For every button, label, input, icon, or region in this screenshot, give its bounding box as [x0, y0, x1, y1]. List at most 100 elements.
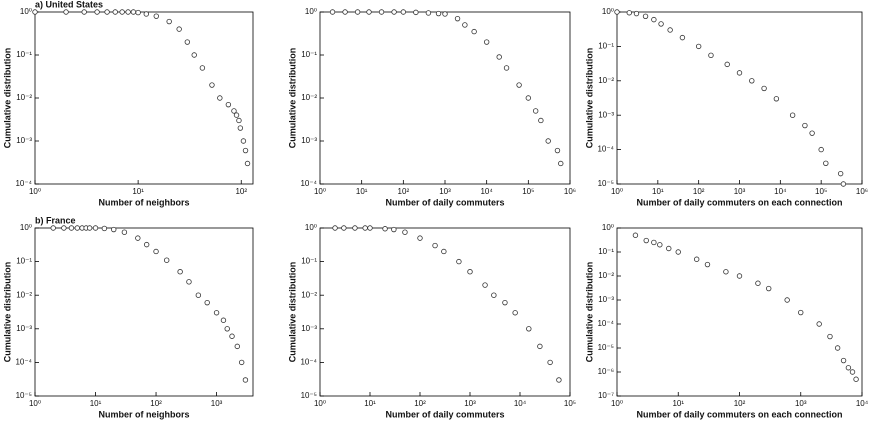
data-point	[651, 239, 657, 246]
data-point	[632, 232, 639, 238]
y-tick-label: 10⁰	[305, 7, 317, 16]
data-point	[614, 9, 620, 15]
x-axis-label: Number of daily commuters on each connec…	[636, 409, 842, 419]
data-point	[840, 181, 847, 187]
y-tick-label: 10⁻¹	[598, 42, 614, 51]
data-point	[773, 96, 780, 102]
x-tick-label: 10²	[693, 187, 705, 196]
x-tick-label: 10³	[211, 399, 223, 408]
data-point	[86, 225, 93, 231]
x-tick-label: 10¹	[132, 187, 144, 196]
x-axis-label: Number of daily commuters	[385, 409, 504, 419]
data-point	[74, 225, 81, 231]
y-axis-label: Cumulative distribution	[584, 262, 594, 363]
data-point	[512, 310, 518, 316]
data-point	[332, 225, 338, 231]
data-point	[462, 22, 468, 28]
data-point	[502, 299, 508, 306]
x-tick-label: 10²	[398, 187, 410, 196]
y-tick-label: 10⁻³	[301, 324, 317, 333]
data-point	[135, 9, 141, 16]
y-tick-label: 10⁻⁴	[300, 358, 317, 367]
data-point	[837, 170, 844, 177]
data-point	[417, 235, 423, 241]
data-point	[391, 226, 397, 233]
x-tick-label: 10⁰	[314, 399, 326, 408]
x-tick-label: 10¹	[672, 399, 684, 408]
data-point	[840, 357, 847, 364]
plot-frame	[319, 227, 571, 397]
y-tick-label: 10⁻³	[16, 136, 32, 145]
y-tick-label: 10⁻³	[301, 136, 317, 145]
data-point	[413, 9, 419, 16]
data-point	[143, 241, 150, 248]
data-point	[704, 261, 711, 268]
data-point	[724, 61, 730, 68]
data-point	[213, 310, 220, 316]
y-tick-label: 10⁻⁷	[598, 391, 614, 400]
x-tick-label: 10²	[150, 399, 162, 408]
data-point	[204, 299, 210, 306]
data-point	[736, 70, 743, 76]
data-point	[818, 146, 824, 153]
y-tick-label: 10⁻¹	[16, 50, 32, 59]
data-point	[547, 359, 553, 366]
data-point	[679, 34, 686, 41]
data-point	[32, 9, 38, 15]
x-tick-label: 10¹	[652, 187, 664, 196]
data-point	[667, 27, 673, 33]
data-point	[802, 122, 808, 129]
data-point	[121, 229, 128, 235]
data-point	[827, 333, 833, 340]
data-point	[516, 82, 522, 88]
data-point	[554, 147, 561, 154]
data-point	[798, 309, 804, 316]
x-tick-label: 10⁵	[815, 187, 827, 196]
data-point	[532, 108, 539, 114]
data-point	[816, 321, 822, 327]
y-axis-label: Cumulative distribution	[287, 262, 297, 363]
data-point	[483, 39, 490, 45]
x-axis-label: Number of daily commuters on each connec…	[636, 197, 842, 207]
data-point	[503, 65, 510, 71]
data-point	[68, 225, 75, 231]
data-point	[425, 10, 432, 16]
data-point	[229, 333, 235, 339]
data-point	[366, 9, 372, 15]
data-point	[224, 326, 230, 332]
data-point	[329, 9, 336, 15]
y-tick-label: 10⁻⁴	[597, 145, 614, 154]
data-point	[545, 138, 551, 144]
data-point	[163, 257, 170, 263]
data-point	[658, 21, 664, 27]
data-point	[382, 226, 388, 232]
data-point	[233, 112, 240, 118]
y-axis-label: Cumulative distribution	[2, 262, 12, 363]
y-tick-label: 10⁰	[602, 7, 614, 16]
y-tick-label: 10⁻¹	[301, 50, 317, 59]
data-point	[471, 28, 477, 35]
data-point	[784, 297, 790, 303]
y-tick-label: 10⁻¹	[16, 257, 32, 266]
data-point	[92, 225, 99, 231]
data-point	[766, 285, 772, 292]
x-tick-label: 10⁰	[29, 187, 41, 196]
plot-frame	[616, 227, 863, 397]
plot-frame	[616, 11, 863, 185]
data-point	[391, 9, 397, 15]
data-point	[119, 9, 125, 15]
data-point	[125, 9, 131, 15]
data-point	[153, 13, 159, 19]
y-tick-label: 10⁻³	[598, 295, 614, 304]
data-point	[236, 117, 242, 124]
data-point	[666, 245, 672, 252]
data-point	[184, 39, 191, 45]
y-tick-label: 10⁻³	[16, 324, 32, 333]
x-tick-label: 10²	[734, 399, 746, 408]
data-point	[234, 343, 240, 350]
data-point	[657, 242, 663, 248]
x-tick-label: 10⁴	[856, 399, 869, 408]
data-point	[50, 225, 56, 231]
x-tick-label: 10⁴	[514, 399, 527, 408]
y-axis-label: Cumulative distribution	[2, 48, 12, 149]
